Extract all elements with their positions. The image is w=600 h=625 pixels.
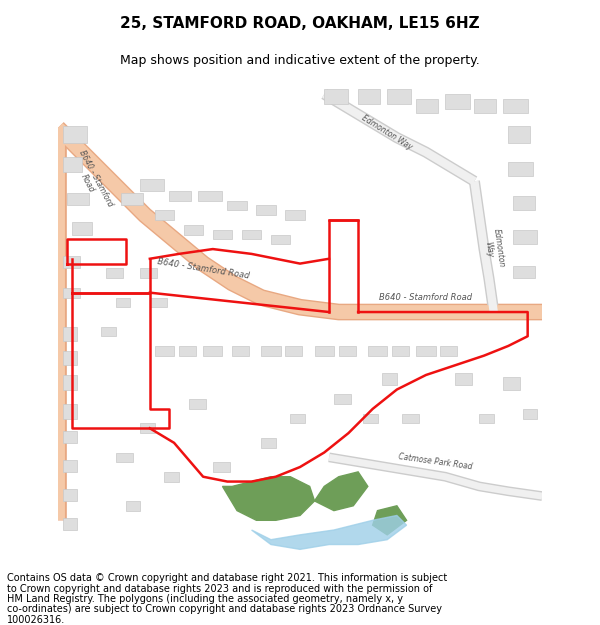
Bar <box>62 404 77 419</box>
Bar <box>116 452 133 462</box>
Bar <box>363 414 377 424</box>
Bar <box>334 394 351 404</box>
Bar <box>503 378 520 389</box>
Bar <box>73 222 92 234</box>
Bar <box>62 489 77 501</box>
Bar <box>445 94 470 109</box>
Bar <box>106 269 123 278</box>
Bar <box>155 346 174 356</box>
Text: Contains OS data © Crown copyright and database right 2021. This information is : Contains OS data © Crown copyright and d… <box>7 573 448 583</box>
Bar <box>62 256 80 269</box>
Bar <box>358 89 380 104</box>
Bar <box>256 206 276 215</box>
Bar <box>416 346 436 356</box>
Text: 25, STAMFORD ROAD, OAKHAM, LE15 6HZ: 25, STAMFORD ROAD, OAKHAM, LE15 6HZ <box>120 16 480 31</box>
Bar <box>475 99 496 114</box>
Polygon shape <box>223 477 314 520</box>
Text: Edmonton Way: Edmonton Way <box>361 114 414 152</box>
Polygon shape <box>251 516 407 549</box>
Bar <box>392 346 409 356</box>
Polygon shape <box>314 472 368 511</box>
Bar <box>368 346 387 356</box>
Bar <box>62 460 77 472</box>
Bar <box>121 193 143 206</box>
Bar <box>140 424 155 433</box>
Bar <box>261 438 276 448</box>
Bar <box>382 372 397 384</box>
Bar <box>232 346 249 356</box>
Bar <box>503 99 527 114</box>
Bar <box>62 351 77 365</box>
Bar <box>242 229 261 239</box>
Bar <box>513 229 538 244</box>
Bar <box>508 162 533 176</box>
Bar <box>150 298 167 307</box>
Bar <box>140 269 157 278</box>
Text: co-ordinates) are subject to Crown copyright and database rights 2023 Ordnance S: co-ordinates) are subject to Crown copyr… <box>7 604 442 614</box>
Bar <box>508 126 530 142</box>
Text: to Crown copyright and database rights 2023 and is reproduced with the permissio: to Crown copyright and database rights 2… <box>7 584 433 594</box>
Bar <box>402 414 419 424</box>
Bar <box>62 431 77 442</box>
Bar <box>479 414 494 424</box>
Bar <box>513 196 535 210</box>
Text: 100026316.: 100026316. <box>7 615 65 625</box>
Bar <box>455 372 472 384</box>
Bar <box>62 518 77 530</box>
Bar <box>203 346 223 356</box>
Text: Edmonton
Way: Edmonton Way <box>481 228 506 270</box>
Bar <box>440 346 457 356</box>
Bar <box>271 234 290 244</box>
Bar <box>62 375 77 389</box>
Bar <box>339 346 356 356</box>
Text: B640 - Stamford Road: B640 - Stamford Road <box>157 257 250 280</box>
Bar <box>125 501 140 511</box>
Bar <box>290 414 305 424</box>
Bar <box>62 157 82 171</box>
Bar <box>387 89 412 104</box>
Bar <box>62 126 87 142</box>
Bar <box>261 346 281 356</box>
Bar <box>140 179 164 191</box>
Text: Map shows position and indicative extent of the property.: Map shows position and indicative extent… <box>120 54 480 68</box>
Bar <box>67 193 89 206</box>
Bar <box>213 462 230 472</box>
Bar <box>101 326 116 336</box>
Bar <box>416 99 438 114</box>
Bar <box>62 326 77 341</box>
Text: B640 - Stamford Road: B640 - Stamford Road <box>379 293 473 302</box>
Bar <box>169 191 191 201</box>
Bar <box>523 409 538 419</box>
Bar <box>286 346 302 356</box>
Text: B640 - Stamford
Road: B640 - Stamford Road <box>68 149 115 213</box>
Polygon shape <box>373 506 407 535</box>
Bar <box>62 288 80 298</box>
Bar <box>116 298 130 307</box>
Text: Catmose Park Road: Catmose Park Road <box>398 452 473 472</box>
Bar <box>213 229 232 239</box>
Text: HM Land Registry. The polygons (including the associated geometry, namely x, y: HM Land Registry. The polygons (includin… <box>7 594 403 604</box>
Bar <box>155 210 174 220</box>
Bar <box>164 472 179 481</box>
Bar <box>198 191 223 201</box>
Bar <box>227 201 247 210</box>
Bar <box>513 266 535 278</box>
Bar <box>324 89 349 104</box>
Bar <box>314 346 334 356</box>
Bar <box>286 210 305 220</box>
Bar <box>188 399 206 409</box>
Bar <box>184 225 203 234</box>
Bar <box>179 346 196 356</box>
